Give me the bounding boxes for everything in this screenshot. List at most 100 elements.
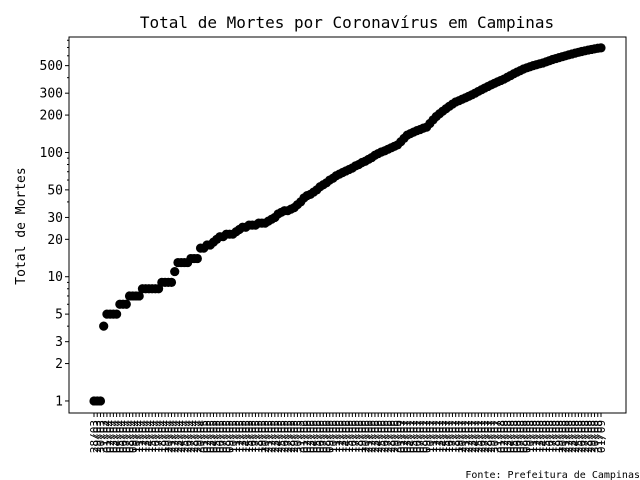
- source-note: Fonte: Prefeitura de Campinas: [465, 470, 640, 480]
- x-tick-label: 16/04: [149, 420, 162, 453]
- x-tick-label: 18/07: [450, 420, 463, 453]
- x-tick-label: 16/05: [246, 420, 259, 453]
- y-tick-label: 3: [55, 335, 63, 350]
- x-tick-label: 07/05: [217, 420, 230, 453]
- x-tick-label: 06/04: [117, 420, 130, 453]
- x-tick-label: 02/06: [301, 420, 314, 453]
- x-tick-label: 01/05: [198, 420, 211, 453]
- x-tick-label: 30/03: [94, 420, 107, 453]
- x-tick-label: 01/08: [495, 420, 508, 453]
- y-tick-label: 500: [40, 59, 63, 74]
- x-tick-label: 23/06: [369, 420, 382, 453]
- x-tick-label: 03/08: [501, 420, 514, 453]
- x-tick-label: 05/05: [211, 420, 224, 453]
- x-tick-label: 08/05: [220, 420, 233, 453]
- x-tick-label: 26/08: [576, 420, 589, 453]
- x-tick-label: 24/05: [272, 420, 285, 453]
- x-tick-label: 25/06: [375, 420, 388, 453]
- x-axis-ticks: 28/0329/0330/0331/0301/0402/0403/0404/04…: [88, 413, 608, 453]
- data-point: [192, 253, 202, 264]
- x-tick-label: 11/04: [133, 420, 146, 453]
- x-tick-label: 08/06: [321, 420, 334, 453]
- x-tick-label: 23/07: [466, 420, 479, 453]
- y-tick-label: 5: [55, 308, 63, 323]
- x-tick-label: 11/05: [230, 420, 243, 453]
- x-tick-label: 11/08: [527, 420, 540, 453]
- x-tick-label: 19/04: [159, 420, 172, 453]
- data-point: [99, 321, 109, 331]
- x-tick-label: 02/04: [104, 420, 117, 453]
- x-tick-label: 09/08: [521, 420, 534, 453]
- x-tick-label: 16/07: [443, 420, 456, 453]
- x-tick-label: 14/06: [340, 420, 353, 453]
- x-tick-label: 07/04: [120, 420, 133, 453]
- x-tick-label: 24/08: [569, 420, 582, 453]
- x-tick-label: 01/06: [298, 420, 311, 453]
- x-tick-label: 30/07: [488, 420, 501, 453]
- x-tick-label: 30/04: [195, 420, 208, 453]
- x-tick-label: 28/07: [482, 420, 495, 453]
- x-tick-label: 22/08: [563, 420, 576, 453]
- y-tick-label: 50: [47, 183, 63, 198]
- x-tick-label: 04/06: [308, 420, 321, 453]
- data-point: [170, 266, 180, 277]
- x-tick-label: 15/05: [243, 420, 256, 453]
- x-tick-label: 09/04: [127, 420, 140, 453]
- x-tick-label: 07/08: [514, 420, 527, 453]
- x-tick-label: 08/08: [518, 420, 531, 453]
- data-point: [166, 277, 177, 287]
- x-tick-label: 05/08: [508, 420, 521, 453]
- x-tick-label: 11/06: [330, 420, 343, 453]
- x-tick-label: 30/08: [589, 420, 602, 453]
- x-tick-label: 26/05: [279, 420, 292, 453]
- x-tick-label: 09/06: [324, 420, 337, 453]
- x-tick-label: 21/07: [459, 420, 472, 453]
- x-tick-label: 13/05: [237, 420, 250, 453]
- x-tick-label: 19/07: [453, 420, 466, 453]
- x-tick-label: 15/07: [440, 420, 453, 453]
- x-tick-label: 07/06: [317, 420, 330, 453]
- x-tick-label: 16/08: [543, 420, 556, 453]
- y-tick-label: 10: [47, 270, 63, 285]
- data-point: [112, 309, 122, 319]
- x-tick-label: 29/08: [585, 420, 598, 453]
- x-tick-label: 21/04: [166, 420, 179, 453]
- x-tick-label: 21/08: [559, 420, 572, 453]
- x-tick-label: 05/06: [311, 420, 324, 453]
- x-tick-label: 10/04: [130, 420, 143, 453]
- x-tick-label: 14/04: [143, 420, 156, 453]
- x-tick-label: 29/06: [388, 420, 401, 453]
- x-tick-label: 18/08: [550, 420, 563, 453]
- x-tick-label: 03/06: [304, 420, 317, 453]
- x-tick-label: 04/08: [505, 420, 518, 453]
- x-tick-label: 27/05: [282, 420, 295, 453]
- x-tick-label: 13/06: [337, 420, 350, 453]
- x-tick-label: 23/08: [566, 420, 579, 453]
- x-tick-label: 15/06: [343, 420, 356, 453]
- x-tick-label: 13/04: [140, 420, 153, 453]
- x-tick-label: 12/06: [333, 420, 346, 453]
- x-tick-label: 27/08: [579, 420, 592, 453]
- x-tick-label: 08/04: [124, 420, 137, 453]
- x-tick-label: 12/07: [430, 420, 443, 453]
- x-tick-label: 30/05: [291, 420, 304, 453]
- x-tick-label: 10/07: [424, 420, 437, 453]
- x-tick-label: 23/04: [172, 420, 185, 453]
- x-tick-label: 16/06: [346, 420, 359, 453]
- data-point: [95, 396, 106, 406]
- x-tick-label: 17/05: [249, 420, 262, 453]
- x-tick-label: 20/05: [259, 420, 272, 453]
- x-tick-label: 06/05: [214, 420, 227, 453]
- x-tick-label: 30/06: [392, 420, 405, 453]
- y-tick-label: 300: [40, 87, 63, 102]
- x-tick-label: 11/07: [427, 420, 440, 453]
- x-tick-label: 12/04: [136, 420, 149, 453]
- x-tick-label: 28/06: [385, 420, 398, 453]
- y-tick-label: 20: [47, 233, 63, 248]
- x-tick-label: 15/04: [146, 420, 159, 453]
- x-tick-label: 15/08: [540, 420, 553, 453]
- x-tick-label: 31/03: [98, 420, 111, 453]
- x-tick-label: 14/07: [437, 420, 450, 453]
- x-tick-label: 27/06: [382, 420, 395, 453]
- x-tick-label: 09/07: [421, 420, 434, 453]
